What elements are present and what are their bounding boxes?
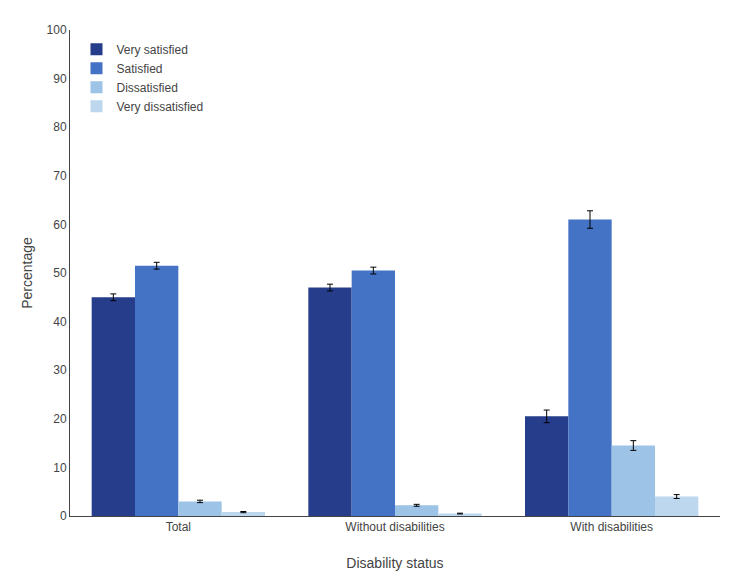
svg-text:90: 90	[53, 72, 67, 86]
svg-text:Percentage: Percentage	[19, 237, 35, 309]
svg-text:50: 50	[53, 266, 67, 280]
svg-text:0: 0	[60, 509, 67, 523]
svg-text:100: 100	[47, 23, 67, 37]
svg-text:40: 40	[53, 315, 67, 329]
svg-text:70: 70	[53, 169, 67, 183]
svg-text:Without disabilities: Without disabilities	[345, 520, 444, 534]
svg-text:Very satisfied: Very satisfied	[117, 43, 188, 57]
svg-text:60: 60	[53, 218, 67, 232]
svg-text:With disabilities: With disabilities	[570, 520, 653, 534]
svg-text:Very dissatisfied: Very dissatisfied	[117, 100, 204, 114]
svg-text:80: 80	[53, 120, 67, 134]
svg-text:30: 30	[53, 363, 67, 377]
svg-text:20: 20	[53, 412, 67, 426]
svg-text:10: 10	[53, 461, 67, 475]
svg-text:Total: Total	[166, 520, 191, 534]
svg-text:Disability status: Disability status	[346, 555, 443, 571]
svg-text:Dissatisfied: Dissatisfied	[117, 81, 178, 95]
svg-text:Satisfied: Satisfied	[117, 62, 163, 76]
